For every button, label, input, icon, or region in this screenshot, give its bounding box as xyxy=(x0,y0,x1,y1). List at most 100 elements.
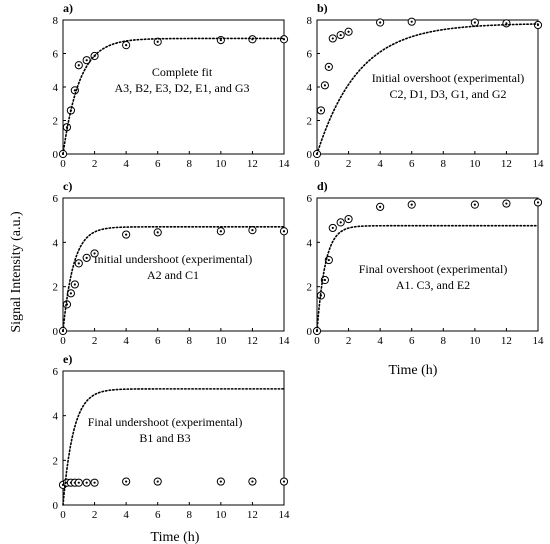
panel-d-xtick-label: 14 xyxy=(533,335,545,347)
panel-a-xtick-label: 10 xyxy=(215,158,227,170)
panel-b-ytick-label: 2 xyxy=(307,116,313,128)
panel-e-fit-curve xyxy=(62,388,285,506)
panel-e-data-point-dot xyxy=(282,480,286,483)
panel-a-data-point-dot xyxy=(219,39,222,42)
panel-a-xtick-label: 6 xyxy=(155,158,161,170)
panel-d: 0 2 4 6 0 2 4 6 8 10 12 14 d) Final overshoot (experi… xyxy=(307,179,545,347)
panel-d-data-point xyxy=(376,202,385,211)
panel-b-xtick-label: 10 xyxy=(469,158,481,170)
panel-d-fit-curve xyxy=(316,224,539,332)
panel-b-data-point xyxy=(502,19,511,28)
panel-d-data-point-dot xyxy=(327,258,330,262)
panel-e-data-point xyxy=(74,478,83,487)
panel-b-data-point-dot xyxy=(327,65,330,68)
panel-e-xtick-label: 0 xyxy=(60,509,66,521)
panel-b-ytick-label: 6 xyxy=(307,49,313,61)
panel-c-data-point xyxy=(82,253,91,262)
panel-a-xtick-label: 4 xyxy=(123,158,129,170)
panel-a-xtick-label: 12 xyxy=(247,158,258,170)
panel-b-data-point xyxy=(324,62,333,72)
panel-a-data-point-dot xyxy=(73,89,76,92)
panel-d-data-point-dot xyxy=(505,202,508,205)
panel-a-label: a) xyxy=(63,1,73,15)
panel-a-data-point xyxy=(74,61,83,70)
panel-c-data-point-dot xyxy=(125,233,128,236)
panel-c-data-point-dot xyxy=(282,230,286,233)
panel-e-data-point-dot xyxy=(219,480,222,483)
panel-c-xtick-label: 2 xyxy=(92,335,98,347)
panel-a-ytick-label: 4 xyxy=(53,82,59,94)
panel-c-fit-curve xyxy=(62,226,285,332)
panel-d-label: d) xyxy=(317,179,328,193)
panel-e-data-point xyxy=(90,478,99,487)
panel-a-ytick-label: 8 xyxy=(53,15,59,27)
panel-d-data-point xyxy=(328,223,337,233)
panel-b-xtick-label: 12 xyxy=(501,158,512,170)
panel-c-data-point xyxy=(90,249,99,258)
panel-d-data-point-dot xyxy=(347,217,350,221)
panel-a-data-point-dot xyxy=(282,38,286,41)
panel-d-xtick-label: 6 xyxy=(409,335,415,347)
panel-d-xtick-label: 0 xyxy=(314,335,320,347)
panel-d-frame xyxy=(316,197,539,332)
panel-b-data-point xyxy=(407,17,416,26)
panel-e-ytick-label: 0 xyxy=(53,500,59,512)
panel-c-annotation-line: A2 and C1 xyxy=(147,268,199,282)
panel-e-data-point-dot xyxy=(251,480,254,483)
panel-c-data-point-dot xyxy=(85,256,88,259)
panel-a-xtick-label: 0 xyxy=(60,158,66,170)
panel-d-ytick-label: 2 xyxy=(307,282,313,294)
panel-d-data-point-dot xyxy=(339,221,342,224)
panel-b-data-point xyxy=(336,30,345,40)
panel-a-annotation-line: A3, B2, E3, D2, E1, and G3 xyxy=(115,81,250,95)
panel-d-xtick-label: 4 xyxy=(377,335,383,347)
panel-a-data-point xyxy=(216,36,225,45)
panel-c-xtick-label: 4 xyxy=(123,335,129,347)
panel-d-xtick-label: 8 xyxy=(441,335,447,347)
panel-d-data-point-dot xyxy=(473,203,476,206)
panel-d-ytick-label: 4 xyxy=(307,237,313,249)
panel-d-data-point xyxy=(407,200,416,209)
panel-e-xtick-label: 12 xyxy=(247,509,258,521)
panel-a: 0 2 4 6 8 0 2 4 6 8 10 12 14 a) Complete fit A3, B2, E3… xyxy=(53,1,291,170)
panel-e-data-point-dot xyxy=(93,481,96,484)
panel-a-ytick-label: 2 xyxy=(53,116,59,128)
panel-b-data-point-dot xyxy=(473,21,476,24)
panel-d-data-point-dot xyxy=(410,203,413,206)
panel-c-data-point-dot xyxy=(156,231,159,234)
panel-e-xtick-label: 10 xyxy=(215,509,227,521)
panel-b-data-point xyxy=(533,20,543,30)
panel-a-data-point xyxy=(279,35,289,44)
panel-b-label: b) xyxy=(317,1,328,15)
panel-a-data-point xyxy=(248,35,257,44)
panel-b-data-point xyxy=(470,18,479,27)
panel-b-annotation-line: Initial overshoot (experimental) xyxy=(372,71,525,85)
panel-c-data-point-dot xyxy=(219,230,222,233)
panel-b-data-point-dot xyxy=(505,22,508,25)
panel-a-data-point xyxy=(153,37,162,46)
panel-e-data-point-dot xyxy=(125,480,128,483)
panel-d-xtick-label: 2 xyxy=(346,335,352,347)
figure-ylabel: Signal Intensity (a.u.) xyxy=(9,211,24,333)
panel-e-data-point xyxy=(216,477,225,486)
panel-b-data-point-dot xyxy=(319,109,323,112)
panel-d-xtick-label: 10 xyxy=(469,335,481,347)
panel-e-xtick-label: 14 xyxy=(279,509,291,521)
panel-e-label: e) xyxy=(63,352,72,366)
panel-c-data-point-dot xyxy=(251,229,254,232)
panel-d-xtick-label: 12 xyxy=(501,335,512,347)
panel-b: 0 2 4 6 8 0 2 4 6 8 10 12 14 b) Initial overshoot (exp… xyxy=(307,1,545,170)
panel-e-data-point xyxy=(248,477,257,486)
panel-b-annotation-line: C2, D1, D3, G1, and G2 xyxy=(390,87,507,101)
panel-c-ytick-label: 2 xyxy=(53,282,59,294)
panel-b-xtick-label: 8 xyxy=(441,158,447,170)
panel-c-ytick-label: 4 xyxy=(53,237,59,249)
panel-b-data-point-dot xyxy=(379,21,382,24)
panel-d-data-point xyxy=(533,198,543,207)
panel-b-data-point xyxy=(328,34,337,43)
panel-e-xlabel: Time (h) xyxy=(151,530,200,544)
panel-e-data-point xyxy=(122,477,131,486)
panel-a-xtick-label: 8 xyxy=(187,158,193,170)
panel-e-data-point xyxy=(279,477,289,486)
